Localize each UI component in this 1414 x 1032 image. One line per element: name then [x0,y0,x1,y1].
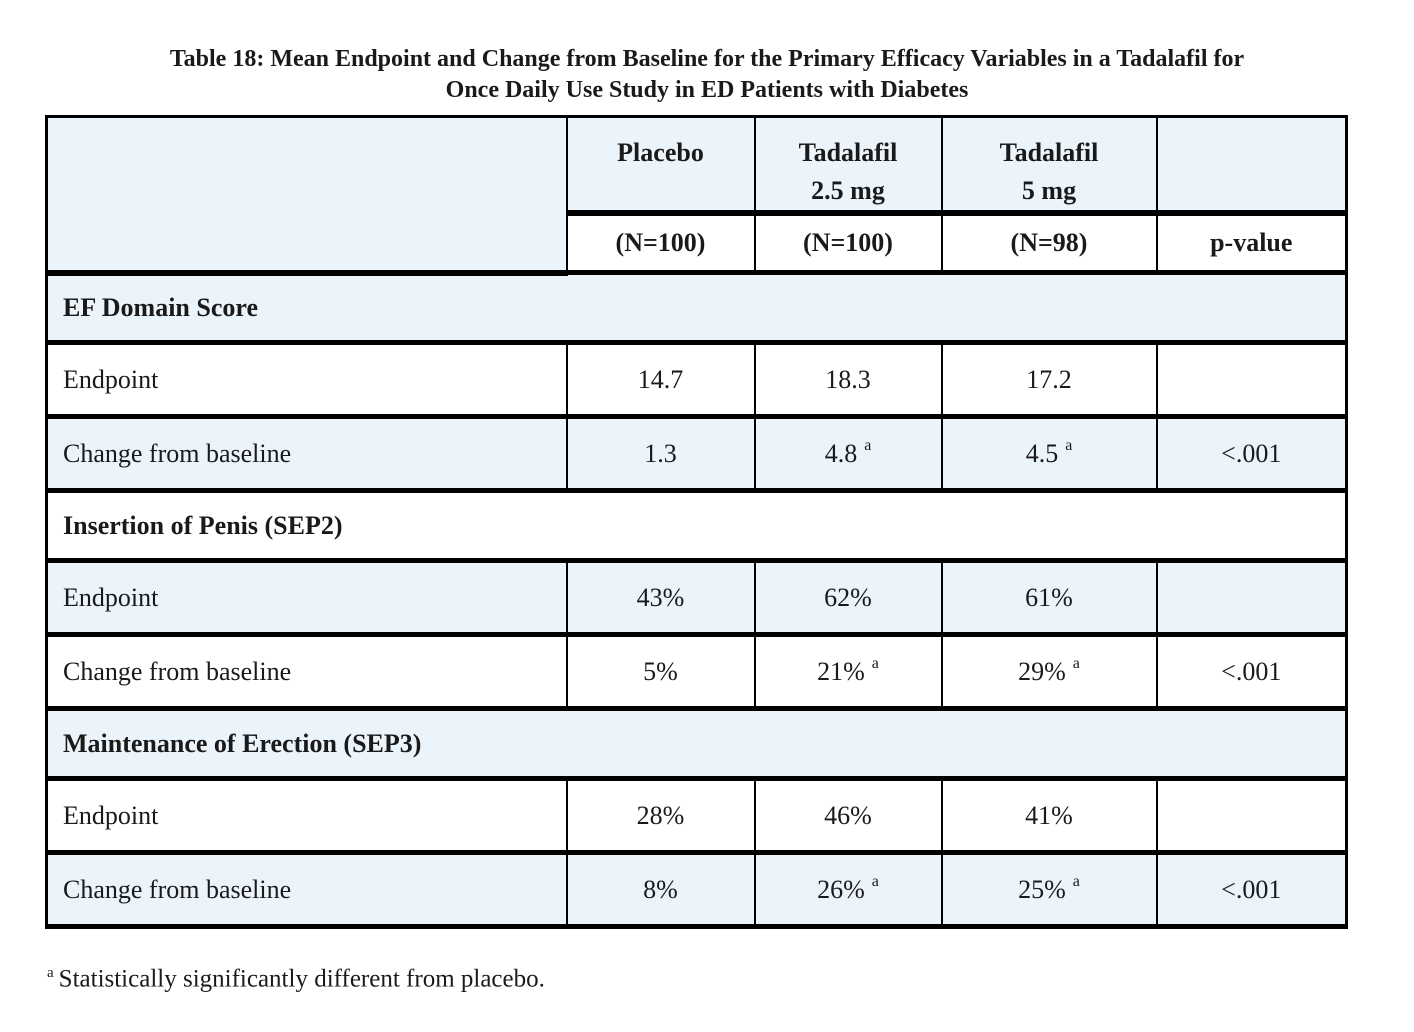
row-label: Endpoint [45,776,568,853]
header-empty-corner-cell [45,116,568,276]
section-title: Insertion of Penis (SEP2) [45,488,1348,561]
value-cell-tadalafil-2-5mg: 18.3 [753,340,943,417]
value-cell-tadalafil-5mg: 61% [940,558,1158,635]
value-cell-placebo: 14.7 [565,340,756,417]
row-label: Endpoint [45,340,568,417]
header-n-tadalafil-2-5mg: (N=100) [753,212,943,273]
table-row-sep3-change: Change from baseline 8% 26% a 25% a <.001 [45,850,1348,927]
header-placebo: Placebo [565,116,756,216]
header-tadalafil-5mg-line2: 5 mg [1021,176,1077,206]
p-value-cell: <.001 [1155,632,1348,709]
section-ef-domain-score: EF Domain Score [45,270,1348,343]
header-row-treatments: Placebo Tadalafil 2.5 mg Tadalafil 5 mg [45,116,1348,276]
value-cell-tadalafil-2-5mg: 4.8 a [753,414,943,491]
p-value-cell: <.001 [1155,414,1348,491]
p-value-cell [1155,558,1348,635]
header-tadalafil-5mg: Tadalafil 5 mg [940,116,1158,216]
row-label: Endpoint [45,558,568,635]
value-cell-placebo: 5% [565,632,756,709]
value-cell-tadalafil-2-5mg: 46% [753,776,943,853]
superscript-marker: a [871,655,879,673]
row-label: Change from baseline [45,850,568,927]
header-row-n-counts: (N=100) (N=100) (N=98) p-value [47,212,1348,273]
value-cell-placebo: 28% [565,776,756,853]
table-row-sep3-endpoint: Endpoint 28% 46% 41% [45,776,1348,853]
row-label: Change from baseline [45,414,568,491]
footnote-text: Statistically significantly different fr… [58,965,545,993]
header-tadalafil-2-5mg-line2: 2.5 mg [811,176,885,206]
section-title: Maintenance of Erection (SEP3) [45,706,1348,779]
header-n-placebo: (N=100) [565,212,756,273]
title-line-1: Table 18: Mean Endpoint and Change from … [169,46,1245,72]
value-cell-tadalafil-5mg: 41% [940,776,1158,853]
value-cell-tadalafil-5mg: 4.5 a [940,414,1158,491]
value-cell-tadalafil-5mg: 25% a [940,850,1158,927]
table-row-ef-endpoint: Endpoint 14.7 18.3 17.2 [45,340,1348,417]
efficacy-table: Placebo Tadalafil 2.5 mg Tadalafil 5 mg … [45,115,1348,930]
table-row-sep2-change: Change from baseline 5% 21% a 29% a <.001 [45,632,1348,709]
header-tadalafil-2-5mg-line1: Tadalafil [798,138,898,168]
superscript-marker: a [1072,873,1080,891]
p-value-cell: <.001 [1155,850,1348,927]
superscript-marker: a [864,437,872,455]
superscript-marker: a [1065,437,1073,455]
section-sep2: Insertion of Penis (SEP2) [45,488,1348,561]
p-value-cell [1155,340,1348,417]
header-tadalafil-5mg-line1: Tadalafil [999,138,1099,168]
value-cell-placebo: 1.3 [565,414,756,491]
page-title: Table 18: Mean Endpoint and Change from … [47,44,1367,105]
table-row-ef-change: Change from baseline 1.3 4.8 a 4.5 a <.001 [45,414,1348,491]
value-cell-placebo: 8% [565,850,756,927]
title-line-2: Once Daily Use Study in ED Patients with… [445,76,969,103]
value-cell-tadalafil-2-5mg: 21% a [753,632,943,709]
footnote-marker: a [47,965,54,982]
header-p-value: p-value [1155,212,1348,273]
footnote: a Statistically significantly different f… [47,965,1414,993]
value-cell-tadalafil-2-5mg: 26% a [753,850,943,927]
header-n-tadalafil-5mg: (N=98) [940,212,1158,273]
section-title: EF Domain Score [45,270,1348,343]
row-label: Change from baseline [45,632,568,709]
value-cell-tadalafil-5mg: 29% a [940,632,1158,709]
header-empty-top-right-cell [1155,116,1348,216]
section-sep3: Maintenance of Erection (SEP3) [45,706,1348,779]
superscript-marker: a [1072,655,1080,673]
header-tadalafil-2-5mg: Tadalafil 2.5 mg [753,116,943,216]
superscript-marker: a [871,873,879,891]
table-row-sep2-endpoint: Endpoint 43% 62% 61% [45,558,1348,635]
p-value-cell [1155,776,1348,853]
value-cell-placebo: 43% [565,558,756,635]
value-cell-tadalafil-2-5mg: 62% [753,558,943,635]
value-cell-tadalafil-5mg: 17.2 [940,340,1158,417]
